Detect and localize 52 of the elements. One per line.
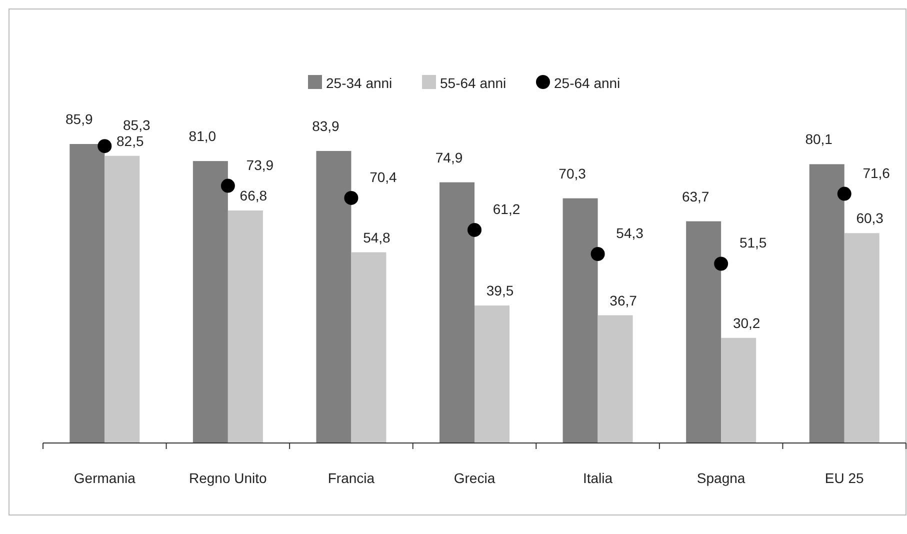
bar [440, 182, 474, 443]
x-tick-label: Germania [74, 470, 136, 486]
data-label: 73,9 [246, 156, 274, 173]
bar [104, 156, 140, 443]
bar [809, 164, 844, 443]
data-label: 60,3 [856, 210, 884, 226]
legend-label: 25-34 anni [326, 75, 392, 91]
legend-label: 25-64 anni [554, 75, 620, 91]
bar [474, 306, 510, 443]
x-tick-label: Regno Unito [189, 470, 268, 486]
x-tick-label: EU 25 [824, 470, 864, 486]
point [714, 256, 728, 271]
x-tick-label: Francia [328, 470, 375, 486]
data-label: 71,6 [862, 164, 890, 181]
point [220, 178, 235, 193]
point [837, 186, 852, 201]
data-label: 82,5 [116, 132, 144, 149]
data-label: 54,8 [363, 229, 391, 246]
bar [686, 221, 722, 443]
point [468, 222, 482, 237]
data-label: 83,9 [312, 118, 340, 134]
bar [721, 338, 756, 443]
point [344, 190, 358, 205]
data-label: 85,3 [123, 117, 150, 134]
data-label: 70,3 [558, 165, 586, 182]
point [590, 246, 605, 261]
data-label: 63,7 [682, 188, 710, 204]
data-label: 36,7 [610, 292, 638, 308]
data-label: 61,2 [492, 200, 520, 217]
point [98, 139, 112, 154]
data-label: 66,8 [240, 187, 268, 204]
bar [562, 198, 598, 443]
data-label: 51,5 [739, 234, 767, 251]
bar [844, 233, 880, 443]
data-label: 81,0 [188, 128, 216, 144]
bar [70, 144, 105, 443]
bar [192, 161, 228, 443]
x-tick-label: Grecia [454, 470, 496, 486]
legend-label: 55-64 anni [440, 75, 506, 91]
bar [316, 150, 352, 443]
data-label: 74,9 [435, 149, 463, 166]
data-label: 54,3 [616, 224, 644, 241]
data-label: 85,9 [66, 111, 93, 127]
data-label: 39,5 [486, 282, 514, 299]
data-label: 80,1 [805, 131, 833, 148]
x-tick-label: Spagna [696, 470, 746, 486]
x-tick-label: Italia [582, 470, 613, 486]
data-label: 70,4 [370, 168, 398, 185]
bar [598, 315, 633, 443]
data-label: 30,2 [732, 314, 760, 331]
bar [228, 210, 263, 443]
bar [351, 252, 386, 443]
